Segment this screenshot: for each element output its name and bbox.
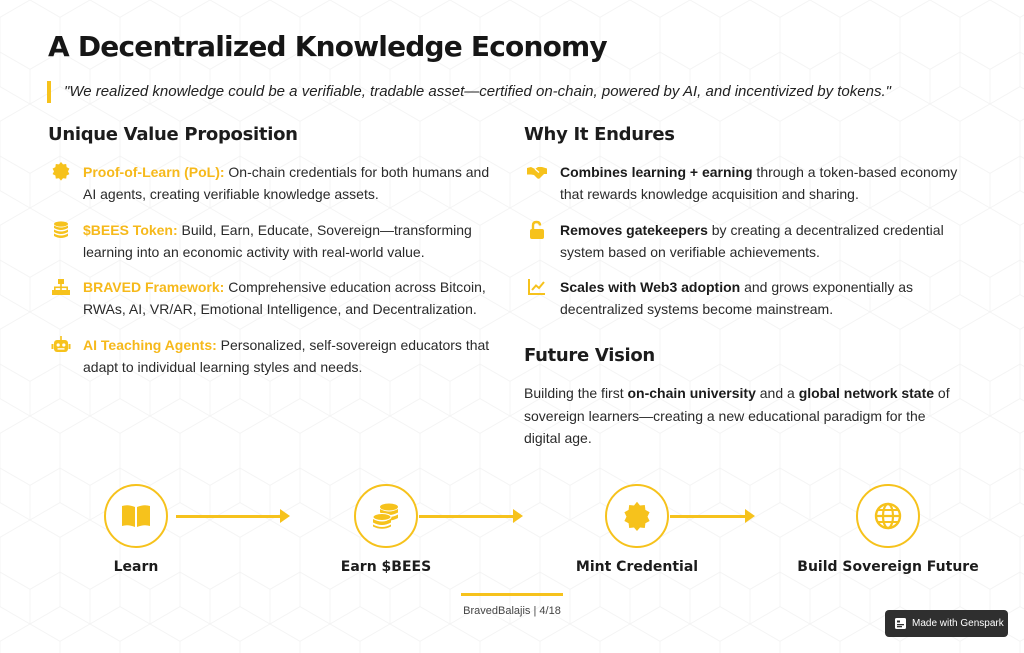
endures-item-bold: Scales with Web3 adoption — [560, 279, 741, 295]
unlock-icon — [530, 220, 544, 239]
value-item-text: On-chain credentials for both humans and — [224, 164, 490, 180]
book-icon — [122, 505, 150, 527]
value-item-bees: $BEES Token: Build, Earn, Educate, Sover… — [54, 219, 523, 263]
endures-item-text: decentralized systems become mainstream. — [560, 301, 834, 317]
endures-item-learning-earning: Combines learning + earning through a to… — [527, 161, 1000, 205]
vision-text: and a — [755, 385, 799, 401]
coins-icon — [372, 503, 398, 529]
endures-item-bold: Removes gatekeepers — [560, 222, 708, 238]
flow-arrow — [419, 509, 523, 523]
flow-label-build: Build Sovereign Future — [797, 559, 979, 575]
value-item-text: RWAs, AI, VR/AR, Emotional Intelligence,… — [83, 301, 477, 317]
value-item-label: Proof-of-Learn (PoL): — [83, 164, 225, 180]
quote-text: "We realized knowledge could be a verifi… — [64, 83, 891, 100]
handshake-icon — [527, 167, 547, 179]
endures-item-text: system based on verifiable achievements. — [560, 244, 820, 260]
value-item-text: learning into an economic activity with … — [83, 244, 425, 260]
flow-step-earn — [354, 484, 418, 548]
flow-label-learn: Learn — [113, 559, 159, 575]
value-item-braved: BRAVED Framework: Comprehensive educatio… — [52, 276, 523, 320]
globe-icon — [874, 502, 902, 530]
vision-text: Building the first — [524, 385, 628, 401]
endures-item-gatekeepers: Removes gatekeepers by creating a decent… — [530, 219, 1000, 263]
value-item-pol: Proof-of-Learn (PoL): On-chain credentia… — [52, 161, 523, 205]
certificate-icon — [52, 162, 70, 181]
value-item-text: Personalized, self-sovereign educators t… — [216, 337, 490, 353]
robot-icon — [51, 336, 71, 352]
flow-arrow — [176, 509, 290, 523]
value-item-label: $BEES Token: — [83, 222, 178, 238]
endures-item-text: that rewards knowledge acquisition and s… — [560, 186, 859, 202]
flow-label-mint: Mint Credential — [575, 559, 699, 575]
value-item-ai-agents: AI Teaching Agents: Personalized, self-s… — [51, 334, 523, 378]
value-item-text: Comprehensive education across Bitcoin, — [224, 279, 486, 295]
vision-text: sovereign learners—creating a new educat… — [524, 407, 926, 424]
endures-item-scales: Scales with Web3 adoption and grows expo… — [528, 276, 1000, 320]
future-vision-text: Building the first on-chain university a… — [524, 382, 964, 450]
page-title: A Decentralized Knowledge Economy — [48, 30, 608, 63]
future-vision-heading: Future Vision — [524, 345, 655, 366]
flow-step-mint — [605, 484, 669, 548]
certificate-icon — [624, 501, 650, 531]
genspark-logo-icon — [895, 618, 906, 629]
endures-item-text: through a token-based economy — [752, 164, 958, 180]
unique-value-heading: Unique Value Proposition — [48, 124, 298, 145]
value-item-text: adapt to individual learning styles and … — [83, 359, 363, 375]
endures-item-text: by creating a decentralized credential — [707, 222, 944, 238]
why-endures-heading: Why It Endures — [524, 124, 675, 145]
made-with-genspark-badge[interactable]: Made with Genspark — [885, 610, 1008, 637]
sitemap-icon — [52, 279, 70, 295]
quote-accent-bar — [47, 81, 51, 103]
flow-step-learn — [104, 484, 168, 548]
endures-item-bold: Combines learning + earning — [560, 164, 753, 180]
value-item-text: Build, Earn, Educate, Sovereign—transfor… — [177, 222, 472, 238]
badge-label: Made with Genspark — [912, 618, 1004, 629]
vision-bold: on-chain university — [627, 385, 756, 401]
flow-arrow — [670, 509, 755, 523]
value-item-text: AI agents, creating verifiable knowledge… — [83, 186, 379, 202]
vision-bold: global network state — [798, 385, 935, 401]
flow-label-earn: Earn $BEES — [340, 559, 432, 575]
value-item-label: AI Teaching Agents: — [83, 337, 217, 353]
value-item-label: BRAVED Framework: — [83, 279, 225, 295]
endures-item-text: and grows exponentially as — [740, 279, 913, 295]
flow-step-build — [856, 484, 920, 548]
vision-text: digital age. — [524, 430, 592, 446]
coins-icon — [54, 221, 68, 238]
footer-accent-line — [461, 593, 563, 596]
footer-page-info: BravedBalajis | 4/18 — [463, 605, 561, 617]
chart-line-icon — [528, 279, 545, 295]
vision-text: of — [934, 385, 950, 401]
